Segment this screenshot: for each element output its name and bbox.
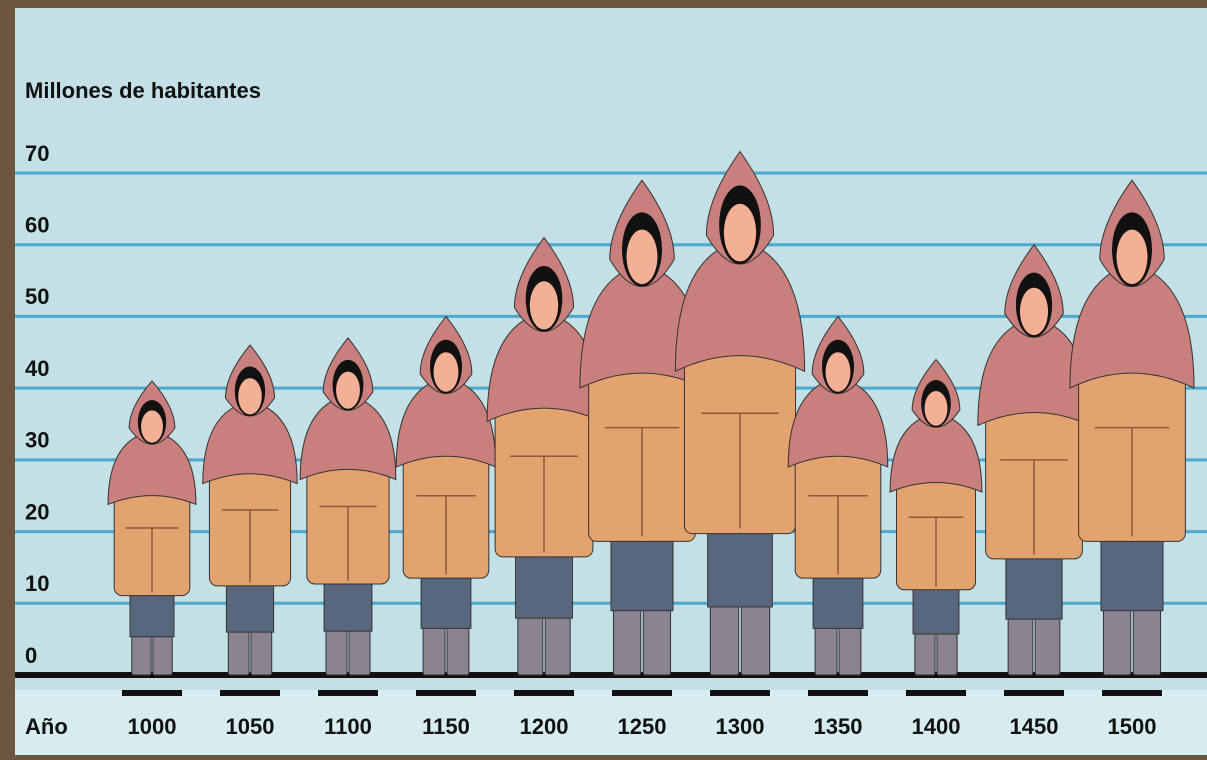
y-tick-label: 30 (25, 428, 49, 453)
boot (251, 626, 272, 675)
boot (132, 631, 151, 675)
y-tick-label: 40 (25, 356, 49, 381)
x-tick-label: 1150 (422, 714, 470, 739)
boot (447, 621, 469, 675)
boot (153, 631, 172, 675)
face (434, 352, 459, 391)
x-tick-label: 1400 (912, 714, 961, 739)
y-tick-label: 60 (25, 213, 49, 238)
x-tick-label: 1200 (520, 714, 569, 739)
y-tick-label: 50 (25, 284, 49, 309)
boot (613, 601, 640, 675)
boot (423, 621, 445, 675)
boot (815, 621, 837, 675)
pants (611, 536, 673, 610)
pants (913, 587, 959, 634)
face (925, 391, 948, 426)
x-tick-label: 1300 (716, 714, 765, 739)
x-tick-label: 1050 (226, 714, 275, 739)
chart: Millones de habitantes Año 0 10 20 30 40 50 60… (0, 0, 1207, 755)
pants (130, 593, 174, 637)
y-tick-label: 70 (25, 141, 49, 166)
boot (741, 596, 769, 675)
x-tick-label: 1500 (1108, 714, 1157, 739)
boot (228, 626, 249, 675)
face (336, 372, 360, 409)
x-tick-label: 1000 (128, 714, 177, 739)
face (724, 204, 756, 262)
pants (813, 575, 863, 629)
boot (937, 628, 957, 675)
y-tick-label: 10 (25, 571, 49, 596)
boot (518, 609, 543, 675)
boot (915, 628, 935, 675)
x-tick-label: 1450 (1010, 714, 1059, 739)
face (1117, 230, 1148, 284)
pants (516, 553, 573, 619)
pants (708, 528, 773, 607)
boot (1035, 610, 1060, 675)
boot (545, 609, 570, 675)
boot (349, 624, 370, 675)
y-tick-label: 20 (25, 499, 49, 524)
boot (1008, 610, 1033, 675)
face (627, 230, 658, 284)
y-tick-label: 0 (25, 643, 37, 668)
face (530, 281, 558, 329)
pants (226, 583, 273, 632)
x-axis-label: Año (25, 714, 68, 739)
x-tick-label: 1250 (618, 714, 667, 739)
x-tick-label: 1100 (324, 714, 372, 739)
pants (421, 575, 471, 629)
page: Millones de habitantes Año 0 10 20 30 40 50 60… (0, 0, 1207, 755)
boot (326, 624, 347, 675)
boot (1103, 601, 1130, 675)
boot (839, 621, 861, 675)
face (141, 410, 163, 442)
boot (1133, 601, 1160, 675)
pants (1101, 536, 1163, 610)
boot (710, 596, 738, 675)
pants (1006, 555, 1062, 620)
face (1020, 288, 1048, 335)
face (826, 352, 851, 391)
x-tick-label: 1350 (814, 714, 863, 739)
pants (324, 581, 372, 632)
boot (643, 601, 670, 675)
face (238, 378, 262, 414)
y-axis-label: Millones de habitantes (25, 78, 261, 103)
